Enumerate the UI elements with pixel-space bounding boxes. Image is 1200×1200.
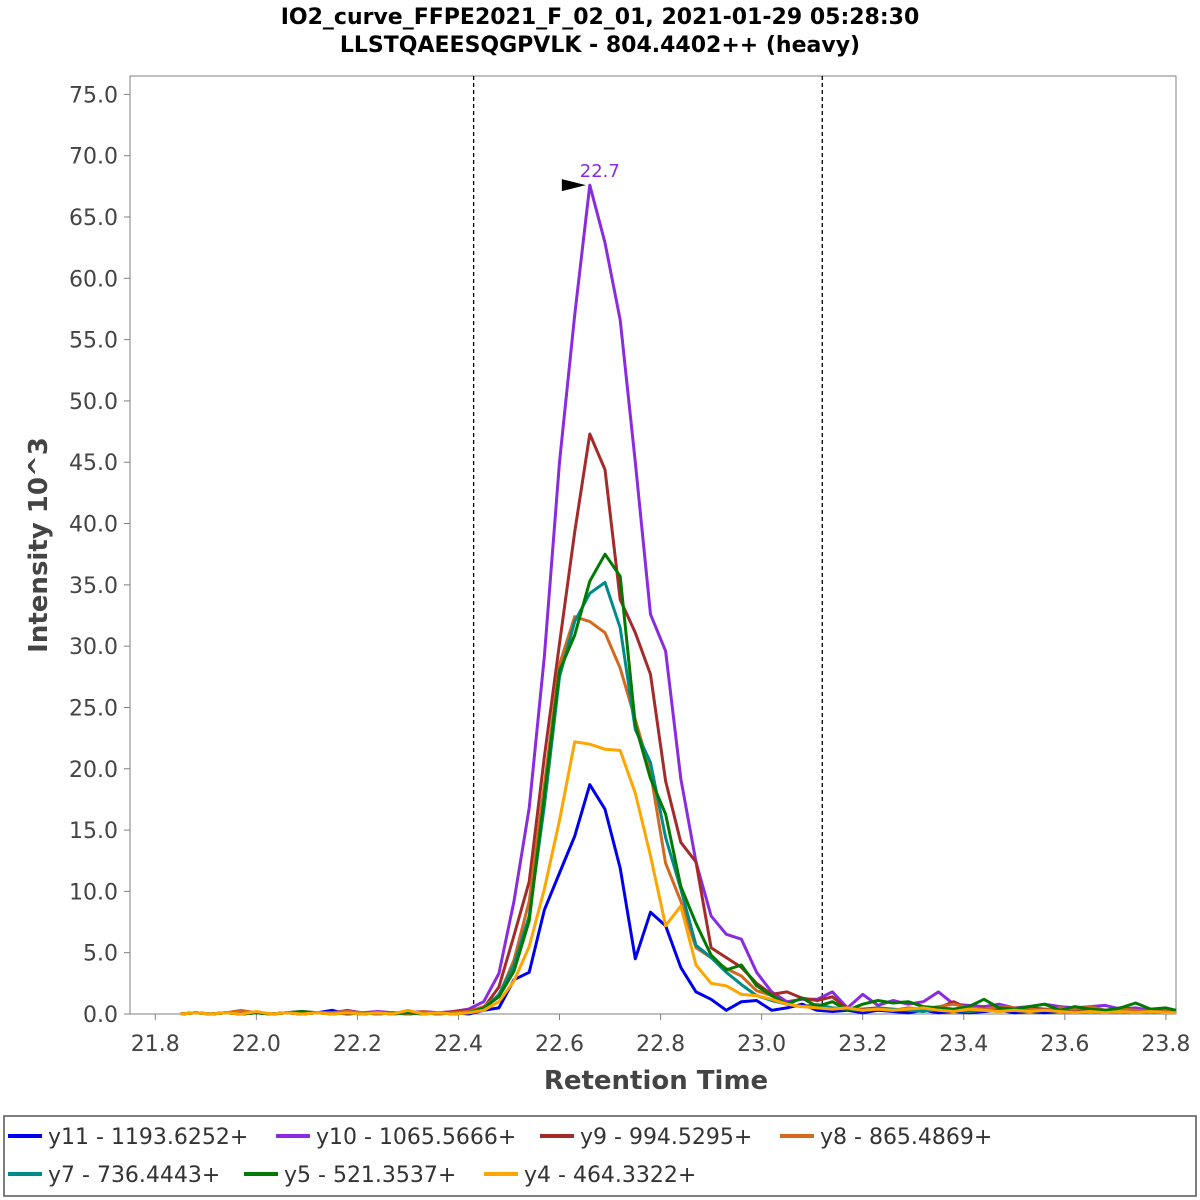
legend-box <box>3 1115 1197 1197</box>
peak-annotation: 22.7 <box>561 161 620 192</box>
chart-subtitle: LLSTQAEESQGPVLK - 804.4402++ (heavy) <box>340 33 860 58</box>
y-tick-label: 60.0 <box>69 267 118 292</box>
legend-label: y4 - 464.3322+ <box>524 1163 696 1188</box>
x-tick-label: 22.4 <box>434 1032 483 1057</box>
legend-label: y11 - 1193.6252+ <box>48 1125 248 1150</box>
x-tick-label: 22.8 <box>636 1032 685 1057</box>
x-tick-label: 23.6 <box>1040 1032 1089 1057</box>
y-tick-label: 65.0 <box>69 206 118 231</box>
legend-label: y8 - 865.4869+ <box>820 1125 992 1150</box>
legend: y11 - 1193.6252+ y10 - 1065.5666+ y9 - 994… <box>8 1125 992 1188</box>
x-tick-label: 22.0 <box>232 1032 281 1057</box>
legend-label: y9 - 994.5295+ <box>580 1125 752 1150</box>
y-axis-label: Intensity 10^3 <box>24 437 54 653</box>
x-tick-label: 21.8 <box>131 1032 180 1057</box>
x-axis-label: Retention Time <box>544 1066 768 1096</box>
series-lines <box>180 183 1177 1016</box>
y-tick-label: 40.0 <box>69 513 118 538</box>
y-tick-label: 45.0 <box>69 451 118 476</box>
y-tick-label: 30.0 <box>69 635 118 660</box>
y-tick-label: 70.0 <box>69 145 118 170</box>
y-tick-label: 20.0 <box>69 758 118 783</box>
x-tick-label: 23.2 <box>838 1032 887 1057</box>
y-axis: 0.0 5.0 10.0 15.0 20.0 25.0 30.0 35.0 40.0 45.0 50… <box>69 83 130 1028</box>
legend-label: y7 - 736.4443+ <box>48 1163 220 1188</box>
chart-title: IO2_curve_FFPE2021_F_02_01, 2021-01-29 0… <box>281 5 920 30</box>
y-tick-label: 25.0 <box>69 696 118 721</box>
y-tick-label: 5.0 <box>83 942 118 967</box>
integration-boundaries <box>472 76 823 1014</box>
y-tick-label: 35.0 <box>69 574 118 599</box>
y-tick-label: 10.0 <box>69 880 118 905</box>
legend-label: y10 - 1065.5666+ <box>316 1125 516 1150</box>
x-tick-label: 23.8 <box>1141 1032 1190 1057</box>
x-tick-label: 23.0 <box>737 1032 786 1057</box>
x-axis: 21.8 22.0 22.2 22.4 22.6 22.8 23.0 23.2 23.4 23.6… <box>131 1014 1190 1057</box>
plot-area <box>129 75 1177 1015</box>
y-tick-label: 55.0 <box>69 329 118 354</box>
series-line-y4 <box>180 740 1176 1016</box>
y-tick-label: 0.0 <box>83 1003 118 1028</box>
x-tick-label: 23.4 <box>939 1032 988 1057</box>
y-tick-label: 50.0 <box>69 390 118 415</box>
legend-label: y5 - 521.3537+ <box>284 1163 456 1188</box>
peak-arrow-marker <box>561 179 586 192</box>
y-tick-label: 75.0 <box>69 83 118 108</box>
peak-label: 22.7 <box>580 161 620 182</box>
x-tick-label: 22.2 <box>333 1032 382 1057</box>
x-tick-label: 22.6 <box>535 1032 584 1057</box>
y-tick-label: 15.0 <box>69 819 118 844</box>
